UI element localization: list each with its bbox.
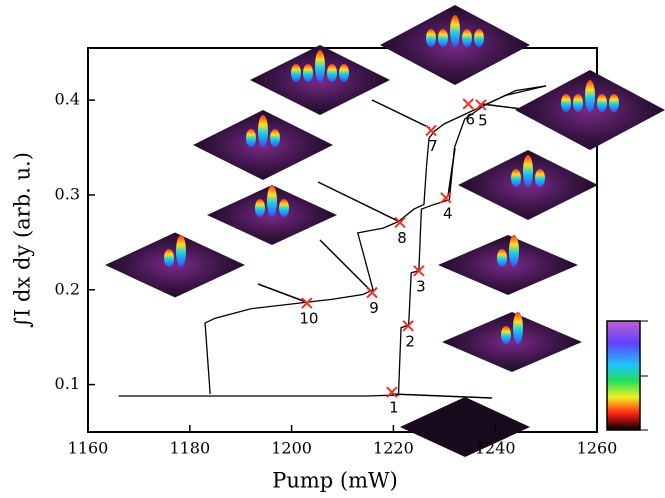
- inset-peak: [327, 64, 337, 82]
- marker: [301, 297, 313, 309]
- x-tick-label: 1200: [271, 439, 312, 458]
- inset-peak: [523, 155, 533, 187]
- marker-label: 2: [405, 332, 415, 350]
- y-tick-label: 0.4: [55, 90, 80, 109]
- inset-peak: [255, 199, 265, 217]
- inset-peak: [474, 29, 484, 47]
- marker-label: 9: [369, 299, 379, 317]
- leader-line: [257, 283, 307, 303]
- trace: [118, 85, 547, 397]
- trace: [204, 85, 547, 395]
- marker: [386, 386, 398, 398]
- marker-label: 8: [397, 229, 407, 247]
- inset-floor: [105, 232, 245, 298]
- inset-peak: [303, 64, 313, 82]
- inset-floor: [400, 397, 530, 457]
- inset-peak: [291, 64, 301, 82]
- inset-peak: [438, 29, 448, 47]
- marker-label: 7: [428, 137, 438, 155]
- marker-label: 5: [478, 111, 488, 129]
- marker: [394, 216, 406, 229]
- marker: [462, 98, 474, 110]
- y-axis-label: ∫I dx dy (arb. u.): [11, 152, 35, 328]
- marker: [366, 286, 378, 299]
- inset-peak: [279, 199, 289, 217]
- colorbar: [606, 320, 641, 431]
- inset-peak: [246, 129, 256, 147]
- inset-peak: [339, 64, 349, 82]
- inset-peak: [258, 115, 268, 147]
- inset-peak: [597, 94, 607, 112]
- inset-peak: [585, 80, 595, 112]
- marker-label: 1: [389, 399, 399, 417]
- y-tick-label: 0.1: [55, 374, 80, 393]
- inset-peak: [176, 235, 186, 267]
- x-tick-label: 1160: [68, 439, 109, 458]
- inset-peak: [270, 129, 280, 147]
- inset-peak: [462, 29, 472, 47]
- inset-peak: [315, 50, 325, 82]
- inset-peak: [511, 169, 521, 187]
- x-tick-label: 1260: [577, 439, 618, 458]
- inset-peak: [267, 185, 277, 217]
- marker-label: 10: [299, 310, 318, 328]
- marker-label: 3: [416, 277, 426, 295]
- plot-area: 1160 1180 1200 1220 1240 1260 0.1 0.2 0.3 0.4 1 2 3 4…: [55, 85, 618, 458]
- x-axis-label: Pump (mW): [272, 469, 398, 493]
- inset-peak: [561, 94, 571, 112]
- inset-peak: [573, 94, 583, 112]
- y-tick-label: 0.3: [55, 184, 80, 203]
- inset-peak: [450, 15, 460, 47]
- inset-peak: [609, 94, 619, 112]
- inset-peak: [497, 249, 507, 267]
- y-tick-label: 0.2: [55, 279, 80, 298]
- marker: [475, 99, 487, 111]
- inset-peak: [535, 169, 545, 187]
- marker-label: 4: [443, 204, 453, 222]
- marker: [402, 320, 414, 332]
- x-tick-label: 1240: [475, 439, 516, 458]
- leader-line: [391, 393, 493, 399]
- marker: [440, 192, 452, 204]
- marker: [425, 124, 437, 137]
- x-tick-label: 1180: [169, 439, 210, 458]
- inset-peak: [501, 326, 511, 344]
- marker-label: 6: [465, 110, 475, 128]
- inset-peak: [513, 312, 523, 344]
- leader-line: [371, 99, 431, 129]
- marker: [413, 265, 425, 277]
- leader-line: [319, 239, 373, 293]
- inset-peak: [426, 29, 436, 47]
- inset-floor: [442, 312, 582, 372]
- leader-line: [317, 181, 401, 223]
- plot-frame: [87, 47, 598, 433]
- insets: [105, 5, 665, 457]
- x-tick-label: 1220: [373, 439, 414, 458]
- inset-peak: [509, 235, 519, 267]
- inset-peak: [164, 249, 174, 267]
- inset-floor: [438, 235, 578, 295]
